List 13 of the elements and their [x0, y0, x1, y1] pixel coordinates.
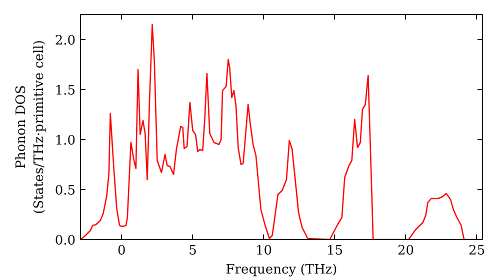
- x-tick-label: 0: [118, 244, 126, 258]
- x-tick-label: 25: [468, 244, 486, 258]
- x-tick-label: 15: [326, 244, 344, 258]
- x-tick-label: 10: [255, 244, 272, 258]
- y-tick-label: 2.0: [54, 34, 76, 48]
- y-axis-title: Phonon DOS (States/THz·primitive cell): [14, 40, 47, 214]
- y-tick-label: 1.0: [54, 134, 76, 148]
- x-tick-label: 20: [398, 244, 414, 258]
- y-tick-label: 1.5: [54, 84, 76, 98]
- y-tick-label: 0.5: [54, 184, 76, 198]
- x-axis-title: Frequency (THz): [226, 262, 338, 278]
- x-tick-label: 5: [188, 244, 197, 258]
- y-tick-label: 0.0: [54, 234, 76, 248]
